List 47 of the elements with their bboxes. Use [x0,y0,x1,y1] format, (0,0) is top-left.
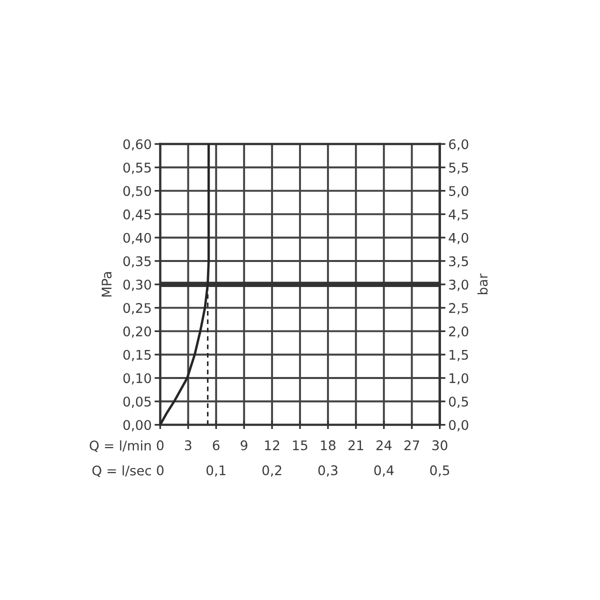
x-axis-title: Q = l/min [90,440,151,452]
x-tick-label: 18 [321,440,336,450]
y2-tick-label: 4,0 [448,232,468,244]
x-tick-label: 3 [184,440,192,450]
y-tick-label: 0,00 [123,420,151,432]
x-tick-label: 27 [404,440,420,450]
y-tick-label: 0,25 [123,303,151,314]
y-tick-label: 0,55 [123,162,151,174]
x2-tick-label: 0,5 [430,465,450,477]
y-tick-label: 0,15 [123,350,151,362]
y-tick-label: 0,45 [123,209,151,221]
x-tick-label: 9 [240,440,248,450]
x2-tick-label: 0 [156,465,164,476]
y2-tick-label: 1,0 [450,373,468,385]
y-tick-label: 0,50 [123,186,151,198]
x-tick-label: 12 [265,440,280,450]
x-tick-label: 6 [212,440,220,450]
y-tick-label: 0,20 [123,326,151,338]
y-tick-label: 0,30 [123,280,151,291]
y2-tick-label: 3,5 [449,256,468,268]
x-tick-label: 30 [432,440,448,450]
y2-tick-label: 6,0 [449,139,468,151]
y2-tick-label: 3,0 [449,280,468,291]
x-tick-label: 15 [293,440,308,450]
x2-tick-label: 0,3 [318,465,338,477]
x2-tick-label: 0,2 [262,465,282,477]
x-tick-label: 21 [348,440,364,450]
y-axis-title: MPa [102,272,112,297]
y2-tick-label: 5,5 [449,162,468,174]
y2-tick-label: 4,5 [448,210,468,221]
y2-tick-label: 2,0 [449,326,468,338]
y-tick-label: 0,05 [123,396,151,408]
y-tick-label: 0,60 [123,139,151,151]
y2-axis-title: bar [477,273,488,294]
x2-axis-title: Q = l/sec [92,465,151,478]
y-tick-label: 0,10 [123,373,151,385]
y2-tick-label: 1,5 [450,350,468,362]
y2-tick-label: 5,0 [449,186,468,198]
x-tick-label: 0 [156,440,164,450]
x2-tick-label: 0,4 [374,465,394,477]
y2-tick-label: 0,0 [449,420,468,432]
x2-tick-label: 0,1 [206,465,226,477]
y2-tick-label: 2,5 [449,303,468,314]
y2-tick-label: 0,5 [449,396,468,408]
y-tick-label: 0,35 [123,256,151,268]
y-tick-label: 0,40 [123,232,151,244]
x-tick-label: 24 [376,440,392,450]
